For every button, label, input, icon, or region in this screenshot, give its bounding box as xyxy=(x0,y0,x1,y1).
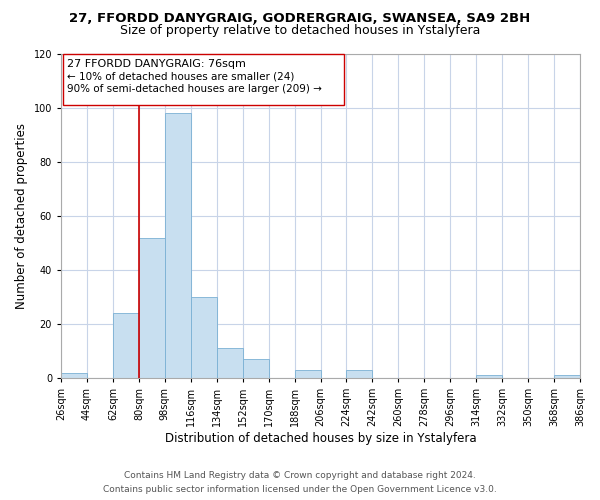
Bar xyxy=(295,370,320,378)
Text: ← 10% of detached houses are smaller (24): ← 10% of detached houses are smaller (24… xyxy=(67,72,294,82)
Bar xyxy=(346,370,373,378)
Text: 27 FFORDD DANYGRAIG: 76sqm: 27 FFORDD DANYGRAIG: 76sqm xyxy=(67,60,246,70)
FancyBboxPatch shape xyxy=(62,54,344,106)
Bar xyxy=(243,359,269,378)
Text: 90% of semi-detached houses are larger (209) →: 90% of semi-detached houses are larger (… xyxy=(67,84,322,94)
Bar xyxy=(139,238,165,378)
Bar xyxy=(217,348,243,378)
Bar xyxy=(165,114,191,378)
X-axis label: Distribution of detached houses by size in Ystalyfera: Distribution of detached houses by size … xyxy=(165,432,476,445)
Text: 27, FFORDD DANYGRAIG, GODRERGRAIG, SWANSEA, SA9 2BH: 27, FFORDD DANYGRAIG, GODRERGRAIG, SWANS… xyxy=(70,12,530,26)
Text: Contains HM Land Registry data © Crown copyright and database right 2024.
Contai: Contains HM Land Registry data © Crown c… xyxy=(103,472,497,494)
Y-axis label: Number of detached properties: Number of detached properties xyxy=(15,123,28,309)
Bar xyxy=(476,376,502,378)
Bar xyxy=(191,297,217,378)
Text: Size of property relative to detached houses in Ystalyfera: Size of property relative to detached ho… xyxy=(120,24,480,37)
Bar xyxy=(113,313,139,378)
Bar xyxy=(554,376,580,378)
Bar xyxy=(61,372,87,378)
